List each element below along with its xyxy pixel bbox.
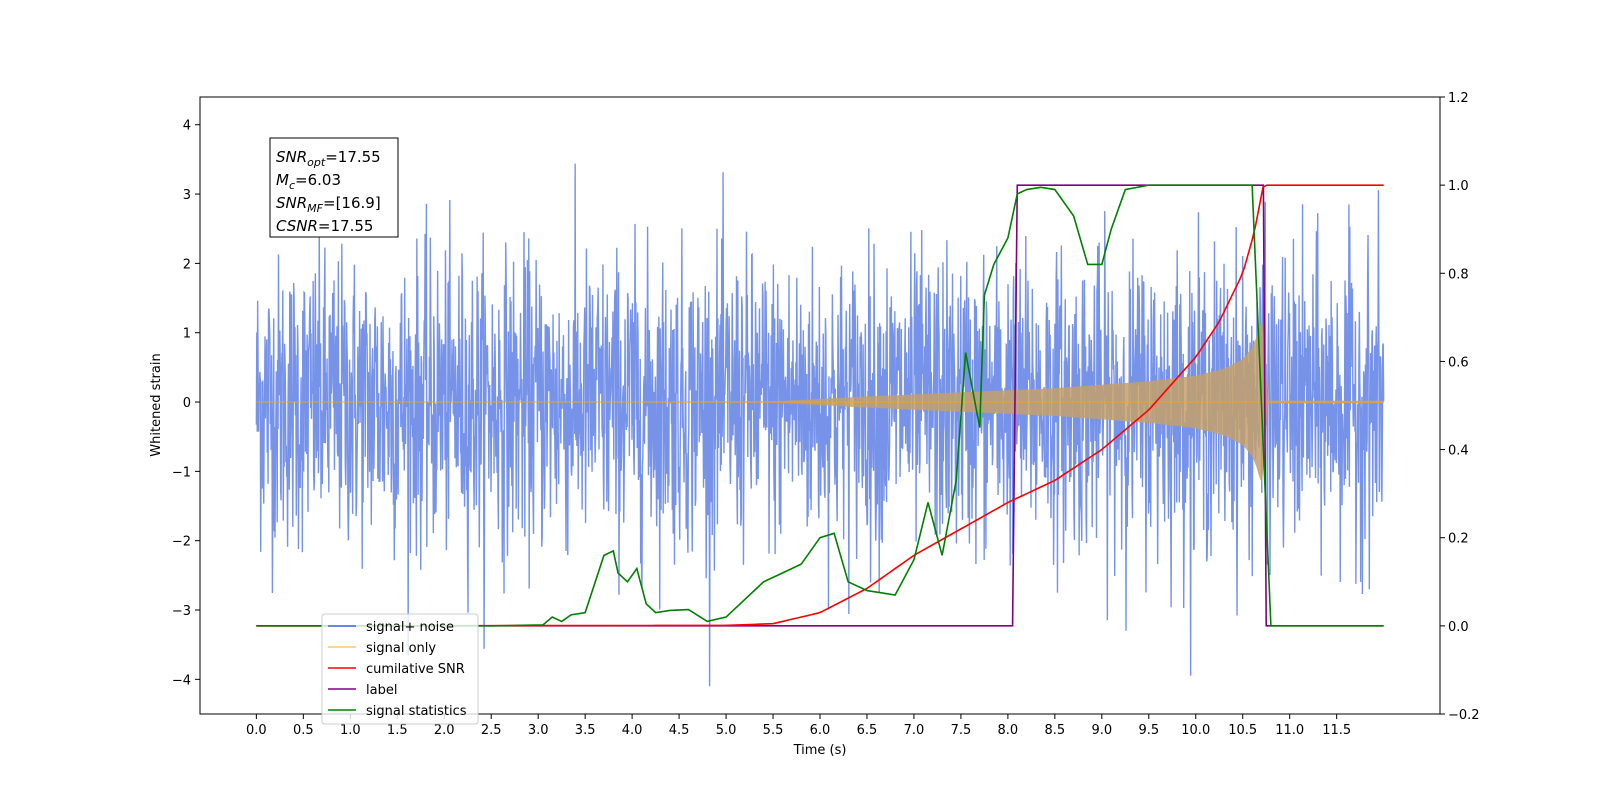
x-tick-label: 1.5 bbox=[387, 723, 408, 738]
x-tick-label: 11.5 bbox=[1322, 723, 1351, 738]
y-axis-label: Whitened strain bbox=[149, 353, 164, 456]
y-tick-label: 2 bbox=[183, 257, 191, 272]
y2-tick-label: 1.0 bbox=[1448, 179, 1469, 194]
y2-tick-label: 0.2 bbox=[1448, 532, 1469, 547]
info-box-line: CSNR=17.55 bbox=[276, 217, 373, 235]
signal-series bbox=[256, 321, 1384, 483]
x-tick-label: 8.0 bbox=[998, 723, 1019, 738]
x-tick-label: 2.0 bbox=[434, 723, 455, 738]
x-tick-label: 2.5 bbox=[481, 723, 502, 738]
y-axis-right: 1.2 1.0 0.8 0.6 0.4 0.2 0.0 −0.2 bbox=[1440, 91, 1480, 723]
legend: signal+ noise signal only cumilative SNR la… bbox=[321, 613, 479, 725]
y-tick-label: 0 bbox=[183, 396, 191, 411]
legend-frame bbox=[321, 613, 479, 725]
y-tick-label: 1 bbox=[183, 327, 191, 342]
signal-statistics-line bbox=[256, 184, 1384, 627]
x-tick-label: 5.5 bbox=[763, 723, 784, 738]
legend-entry: signal statistics bbox=[366, 704, 467, 719]
x-tick-label: 6.5 bbox=[857, 723, 878, 738]
x-tick-label: 9.0 bbox=[1091, 723, 1112, 738]
y2-tick-label: 1.2 bbox=[1448, 91, 1469, 106]
legend-entry: signal only bbox=[366, 641, 436, 656]
x-tick-label: 3.5 bbox=[575, 723, 596, 738]
x-tick-label: 10.0 bbox=[1181, 723, 1210, 738]
y2-tick-label: −0.2 bbox=[1448, 708, 1480, 723]
legend-entry: label bbox=[366, 683, 397, 698]
x-axis-label: Time (s) bbox=[793, 743, 847, 758]
y2-tick-label: 0.4 bbox=[1448, 444, 1469, 459]
legend-entry: cumilative SNR bbox=[366, 662, 465, 677]
x-tick-label: 4.0 bbox=[622, 723, 643, 738]
y-tick-label: −1 bbox=[172, 465, 191, 480]
info-box-frame bbox=[269, 137, 399, 238]
y2-tick-label: 0.8 bbox=[1448, 267, 1469, 282]
x-tick-label: 8.5 bbox=[1045, 723, 1066, 738]
x-tick-label: 11.0 bbox=[1275, 723, 1304, 738]
info-box-line: SNRopt=17.55 bbox=[276, 148, 381, 169]
x-axis: 0.0 0.5 1.0 1.5 2.0 2.5 3.0 3.5 4.0 4.5 5.0 5.5 6.0 6… bbox=[246, 714, 1351, 738]
x-tick-label: 3.0 bbox=[528, 723, 549, 738]
y-tick-label: −4 bbox=[172, 673, 191, 688]
y-tick-label: −3 bbox=[172, 604, 191, 619]
x-tick-label: 1.0 bbox=[340, 723, 361, 738]
y-tick-label: 4 bbox=[183, 119, 191, 134]
x-tick-label: 7.5 bbox=[951, 723, 972, 738]
x-tick-label: 0.5 bbox=[293, 723, 314, 738]
y-tick-label: −2 bbox=[172, 535, 191, 550]
x-tick-label: 6.0 bbox=[810, 723, 831, 738]
x-tick-label: 9.5 bbox=[1138, 723, 1159, 738]
info-box-line: Mc=6.03 bbox=[276, 171, 341, 192]
y-axis-left: 4 3 2 1 0 −1 −2 −3 −4 bbox=[172, 119, 200, 688]
x-tick-label: 0.0 bbox=[246, 723, 267, 738]
y2-tick-label: 0.0 bbox=[1448, 620, 1469, 635]
x-tick-label: 4.5 bbox=[669, 723, 690, 738]
x-tick-label: 10.5 bbox=[1228, 723, 1257, 738]
x-tick-label: 7.0 bbox=[904, 723, 925, 738]
info-box-line: SNRMF=[16.9] bbox=[276, 194, 381, 215]
y-tick-label: 3 bbox=[183, 188, 191, 203]
y2-tick-label: 0.6 bbox=[1448, 355, 1469, 370]
legend-entry: signal+ noise bbox=[366, 620, 454, 635]
x-tick-label: 5.0 bbox=[716, 723, 737, 738]
